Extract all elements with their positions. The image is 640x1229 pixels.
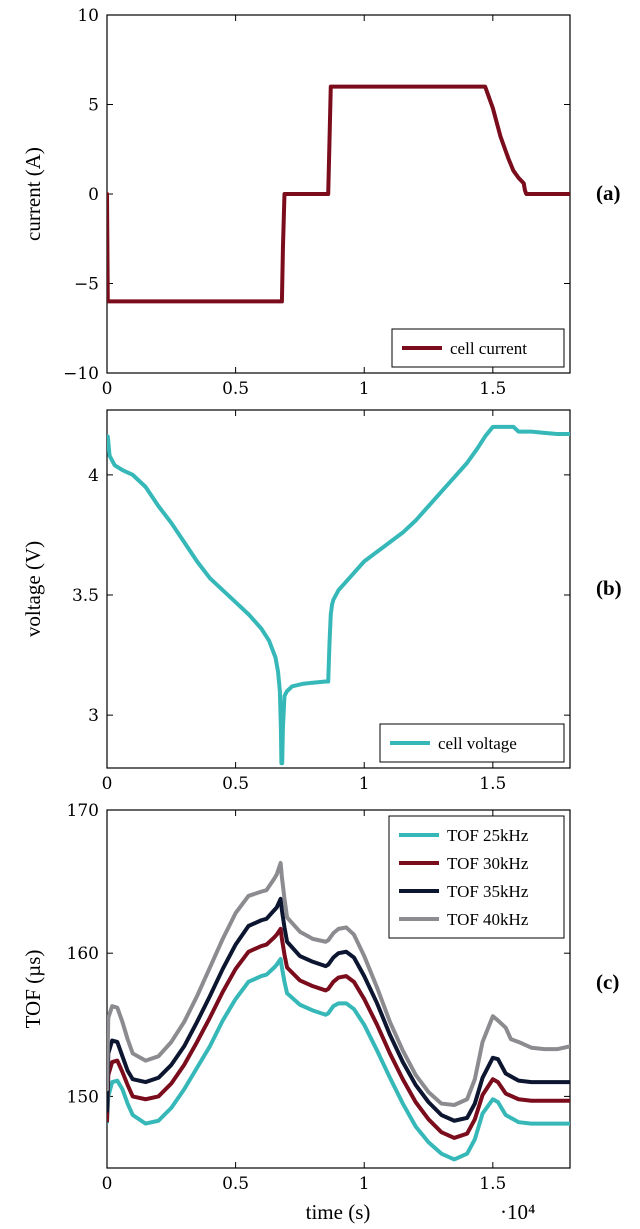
legend-label-c-2: TOF 35kHz [447, 882, 529, 901]
legend-label-c-0: TOF 25kHz [447, 826, 529, 845]
xtick-label-c: 1 [359, 1174, 370, 1194]
ylabel-b: voltage (V) [21, 541, 45, 637]
xtick-label-a: 0 [102, 379, 113, 399]
ytick-label-c: 150 [67, 1087, 99, 1107]
legend-label-c-3: TOF 40kHz [447, 910, 529, 929]
ytick-label-a: 5 [88, 96, 99, 116]
xtick-label-b: 0.5 [222, 774, 249, 794]
ytick-label-b: 3 [88, 706, 99, 726]
plot-area-a [106, 14, 571, 374]
panel-a-current: current (A) (a) 0 0.5 1 1.5 −10 −5 0 5 10 cell cu… [21, 6, 621, 399]
legend-box-a [391, 328, 565, 368]
series-line-c-1 [107, 926, 570, 1140]
legend-label-c-1: TOF 30kHz [447, 854, 529, 873]
xlabel-c: time (s) [306, 1200, 371, 1224]
xtick-label-b: 0 [102, 774, 113, 794]
xtick-label-c: 1.5 [479, 1174, 506, 1194]
xtick-label-c: 0.5 [222, 1174, 249, 1194]
series-line-c-0 [107, 956, 570, 1162]
ytick-label-c: 160 [67, 944, 99, 964]
xtick-label-a: 1.5 [479, 379, 506, 399]
ylabel-c: TOF (µs) [21, 950, 45, 1029]
series-line-b-0 [107, 424, 570, 766]
legend-a: cell current [391, 328, 565, 368]
ytick-label-a: −5 [74, 275, 99, 295]
panel-b-voltage: voltage (V) (b) 0 0.5 1 1.5 3 3.5 4 cell voltag… [21, 409, 622, 794]
ytick-label-a: 10 [77, 6, 99, 26]
series-line-a-0 [107, 84, 570, 304]
plot-area-c [106, 809, 571, 1169]
panel-tag-c: (c) [596, 970, 619, 994]
legend-b: cell voltage [379, 723, 565, 763]
legend-c: TOF 25kHz TOF 30kHz TOF 35kHz TOF 40kHz [388, 815, 565, 939]
xtick-label-b: 1 [359, 774, 370, 794]
panel-tag-b: (b) [596, 576, 622, 600]
xtick-label-c: 0 [102, 1174, 113, 1194]
ytick-label-a: −10 [63, 364, 99, 384]
ylabel-a: current (A) [21, 147, 45, 241]
plot-area-b [106, 409, 571, 769]
xtick-label-a: 0.5 [222, 379, 249, 399]
x-multiplier: ·10⁴ [500, 1200, 535, 1224]
ytick-label-b: 4 [88, 466, 99, 486]
xtick-label-a: 1 [359, 379, 370, 399]
series-line-c-3 [107, 860, 570, 1107]
series-line-c-2 [107, 896, 570, 1123]
legend-label-a-0: cell current [450, 339, 527, 358]
panel-c-tof: TOF (µs) (c) time (s) ·10⁴ 0 0.5 1 1.5 150 16… [21, 801, 619, 1224]
ytick-label-b: 3.5 [72, 586, 99, 606]
ytick-label-c: 170 [67, 801, 99, 821]
legend-label-b-0: cell voltage [438, 734, 517, 753]
xtick-label-b: 1.5 [479, 774, 506, 794]
panel-tag-a: (a) [596, 181, 621, 205]
ytick-label-a: 0 [88, 185, 99, 205]
